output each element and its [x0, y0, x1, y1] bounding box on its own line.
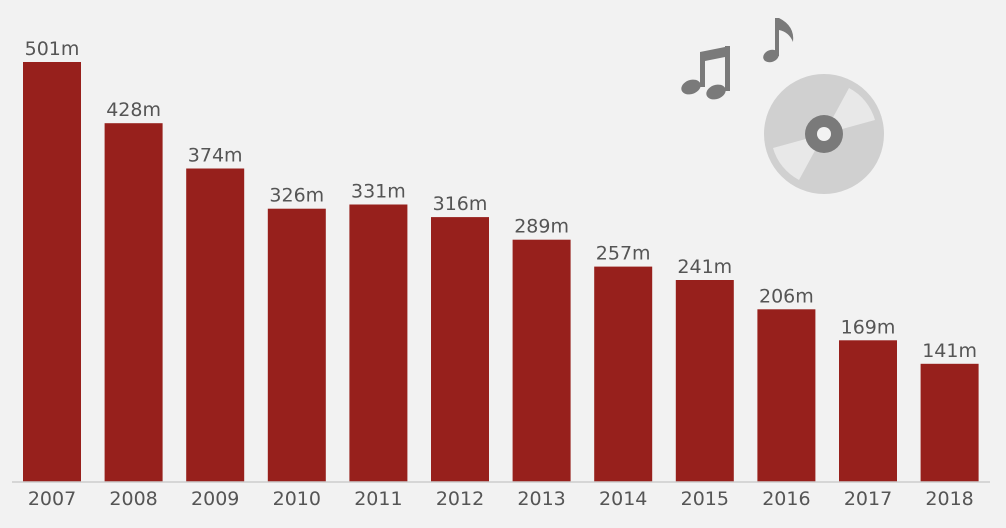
x-tick-label-2007: 2007	[28, 488, 76, 510]
value-label-2013: 289m	[514, 216, 569, 238]
x-tick-label-2014: 2014	[599, 488, 647, 510]
x-tick-label-2008: 2008	[109, 488, 157, 510]
bar-2017	[839, 340, 897, 482]
bar-2007	[23, 62, 81, 482]
value-label-2018: 141m	[922, 340, 977, 362]
value-label-2011: 331m	[351, 181, 406, 203]
bar-2012	[431, 217, 489, 482]
value-label-2009: 374m	[188, 145, 243, 167]
single-music-note-icon	[761, 18, 793, 64]
x-tick-label-2013: 2013	[517, 488, 565, 510]
bar-2014	[594, 267, 652, 482]
bar-2008	[105, 123, 163, 482]
value-label-2010: 326m	[269, 185, 324, 207]
x-tick-label-2012: 2012	[436, 488, 484, 510]
cd-disc-icon	[764, 74, 884, 194]
bar-2018	[921, 364, 979, 482]
bar-2015	[676, 280, 734, 482]
x-tick-label-2018: 2018	[925, 488, 973, 510]
value-label-2016: 206m	[759, 285, 814, 307]
value-label-2012: 316m	[433, 193, 488, 215]
bar-2011	[349, 205, 407, 483]
value-label-2015: 241m	[677, 256, 732, 278]
x-tick-label-2010: 2010	[273, 488, 321, 510]
x-tick-label-2015: 2015	[681, 488, 729, 510]
bar-2010	[268, 209, 326, 482]
x-tick-label-2011: 2011	[354, 488, 402, 510]
music-decoration	[679, 18, 884, 194]
x-tick-label-2017: 2017	[844, 488, 892, 510]
double-music-note-icon	[679, 46, 730, 102]
value-label-2017: 169m	[841, 316, 896, 338]
x-tick-labels-group: 2007 2008 2009 2010 2011 2012 2013 2014 2015 2016…	[28, 488, 974, 510]
value-label-2008: 428m	[106, 99, 161, 121]
value-label-2014: 257m	[596, 243, 651, 265]
bar-2009	[186, 169, 244, 483]
x-tick-label-2016: 2016	[762, 488, 810, 510]
x-tick-label-2009: 2009	[191, 488, 239, 510]
bar-2013	[513, 240, 571, 482]
value-label-2007: 501m	[25, 38, 80, 60]
bar-2016	[757, 309, 815, 482]
